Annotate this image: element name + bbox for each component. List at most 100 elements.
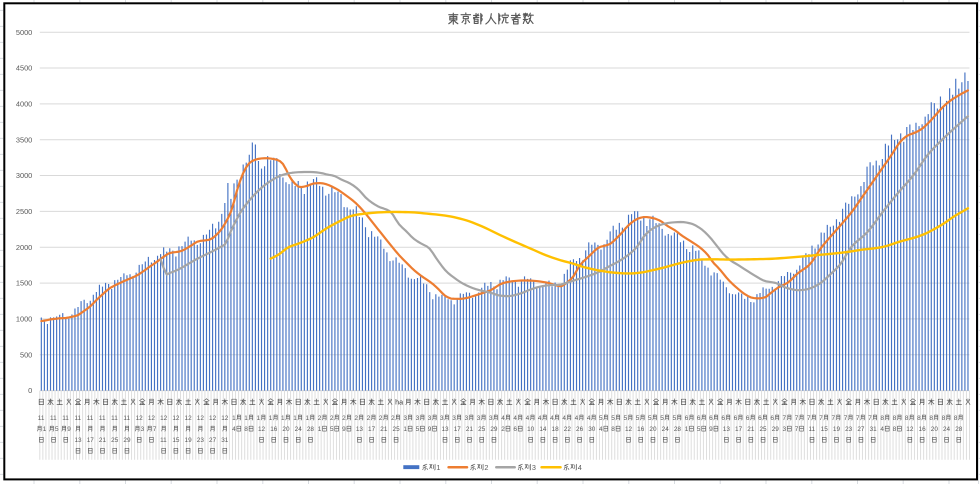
svg-text:2000: 2000: [16, 243, 32, 252]
svg-text:19: 19: [185, 437, 193, 444]
svg-text:16: 16: [270, 426, 278, 433]
svg-text:7: 7: [795, 415, 799, 422]
svg-text:26: 26: [576, 426, 584, 433]
svg-text:7: 7: [844, 415, 848, 422]
svg-text:7: 7: [856, 415, 860, 422]
svg-text:2500: 2500: [16, 207, 32, 216]
svg-text:13: 13: [441, 426, 449, 433]
svg-text:28: 28: [307, 426, 315, 433]
svg-text:4: 4: [578, 463, 582, 472]
svg-text:25: 25: [111, 437, 119, 444]
svg-text:2: 2: [342, 415, 346, 422]
svg-text:8: 8: [942, 415, 946, 422]
svg-text:4: 4: [599, 426, 603, 433]
svg-text:7: 7: [783, 415, 787, 422]
svg-text:2: 2: [484, 463, 488, 472]
svg-text:4: 4: [575, 415, 579, 422]
svg-text:1: 1: [318, 426, 322, 433]
svg-text:12: 12: [185, 415, 193, 422]
svg-text:25: 25: [760, 426, 768, 433]
svg-text:15: 15: [172, 437, 180, 444]
svg-text:4: 4: [538, 415, 542, 422]
svg-text:5: 5: [672, 415, 676, 422]
svg-text:12: 12: [906, 426, 914, 433]
svg-text:5: 5: [697, 426, 701, 433]
svg-text:5: 5: [624, 415, 628, 422]
svg-text:6: 6: [734, 415, 738, 422]
svg-text:18: 18: [552, 426, 560, 433]
svg-text:4: 4: [513, 415, 517, 422]
svg-text:5: 5: [636, 415, 640, 422]
svg-text:1: 1: [244, 415, 248, 422]
svg-text:1: 1: [403, 426, 407, 433]
svg-text:1: 1: [685, 426, 689, 433]
svg-text:11: 11: [62, 415, 69, 422]
svg-text:24: 24: [943, 426, 951, 433]
svg-text:17: 17: [454, 426, 462, 433]
svg-text:6: 6: [709, 415, 713, 422]
svg-text:4: 4: [587, 415, 591, 422]
svg-text:4500: 4500: [16, 64, 32, 73]
svg-text:3: 3: [452, 415, 456, 422]
svg-text:8: 8: [880, 415, 884, 422]
svg-text:6: 6: [513, 426, 517, 433]
svg-text:9: 9: [67, 426, 71, 433]
svg-text:3: 3: [440, 415, 444, 422]
svg-text:13: 13: [723, 426, 731, 433]
svg-text:1500: 1500: [16, 279, 32, 288]
svg-text:12: 12: [209, 415, 217, 422]
svg-text:8: 8: [905, 415, 909, 422]
svg-text:11: 11: [99, 415, 106, 422]
svg-text:20: 20: [282, 426, 290, 433]
svg-text:1: 1: [281, 415, 285, 422]
svg-text:3: 3: [465, 415, 469, 422]
svg-text:1: 1: [43, 426, 47, 433]
svg-text:3000: 3000: [16, 171, 32, 180]
svg-text:6: 6: [685, 415, 689, 422]
svg-text:10: 10: [527, 426, 535, 433]
svg-text:12: 12: [148, 415, 156, 422]
svg-text:5: 5: [648, 415, 652, 422]
svg-text:4: 4: [501, 415, 505, 422]
svg-text:21: 21: [466, 426, 474, 433]
svg-text:8: 8: [244, 426, 248, 433]
svg-text:28: 28: [674, 426, 682, 433]
svg-text:12: 12: [625, 426, 633, 433]
svg-text:1: 1: [436, 463, 440, 472]
svg-text:8: 8: [929, 415, 933, 422]
svg-text:23: 23: [845, 426, 853, 433]
svg-text:5: 5: [611, 415, 615, 422]
svg-text:6: 6: [758, 415, 762, 422]
svg-text:1: 1: [232, 415, 236, 422]
svg-text:24: 24: [295, 426, 303, 433]
svg-text:1: 1: [269, 415, 273, 422]
svg-text:7: 7: [831, 415, 835, 422]
svg-text:8: 8: [917, 415, 921, 422]
svg-text:1: 1: [257, 415, 261, 422]
svg-text:12: 12: [221, 415, 229, 422]
svg-text:27: 27: [209, 437, 217, 444]
svg-text:9: 9: [428, 426, 432, 433]
svg-text:13: 13: [356, 426, 364, 433]
svg-text:500: 500: [20, 350, 32, 359]
svg-text:5: 5: [330, 426, 334, 433]
svg-text:8: 8: [611, 426, 615, 433]
svg-text:25: 25: [393, 426, 401, 433]
svg-text:8: 8: [893, 415, 897, 422]
svg-text:7: 7: [807, 415, 811, 422]
svg-text:30: 30: [588, 426, 596, 433]
svg-text:2: 2: [318, 415, 322, 422]
svg-text:11: 11: [123, 415, 130, 422]
svg-text:4: 4: [562, 415, 566, 422]
svg-text:24: 24: [662, 426, 670, 433]
svg-text:12: 12: [160, 415, 168, 422]
svg-text:9: 9: [342, 426, 346, 433]
svg-text:2: 2: [367, 415, 371, 422]
svg-text:1000: 1000: [16, 315, 32, 324]
svg-text:ha: ha: [395, 397, 403, 406]
svg-text:11: 11: [87, 415, 94, 422]
svg-text:7: 7: [153, 426, 157, 433]
svg-text:27: 27: [857, 426, 865, 433]
svg-text:11: 11: [808, 426, 815, 433]
svg-text:3: 3: [783, 426, 787, 433]
